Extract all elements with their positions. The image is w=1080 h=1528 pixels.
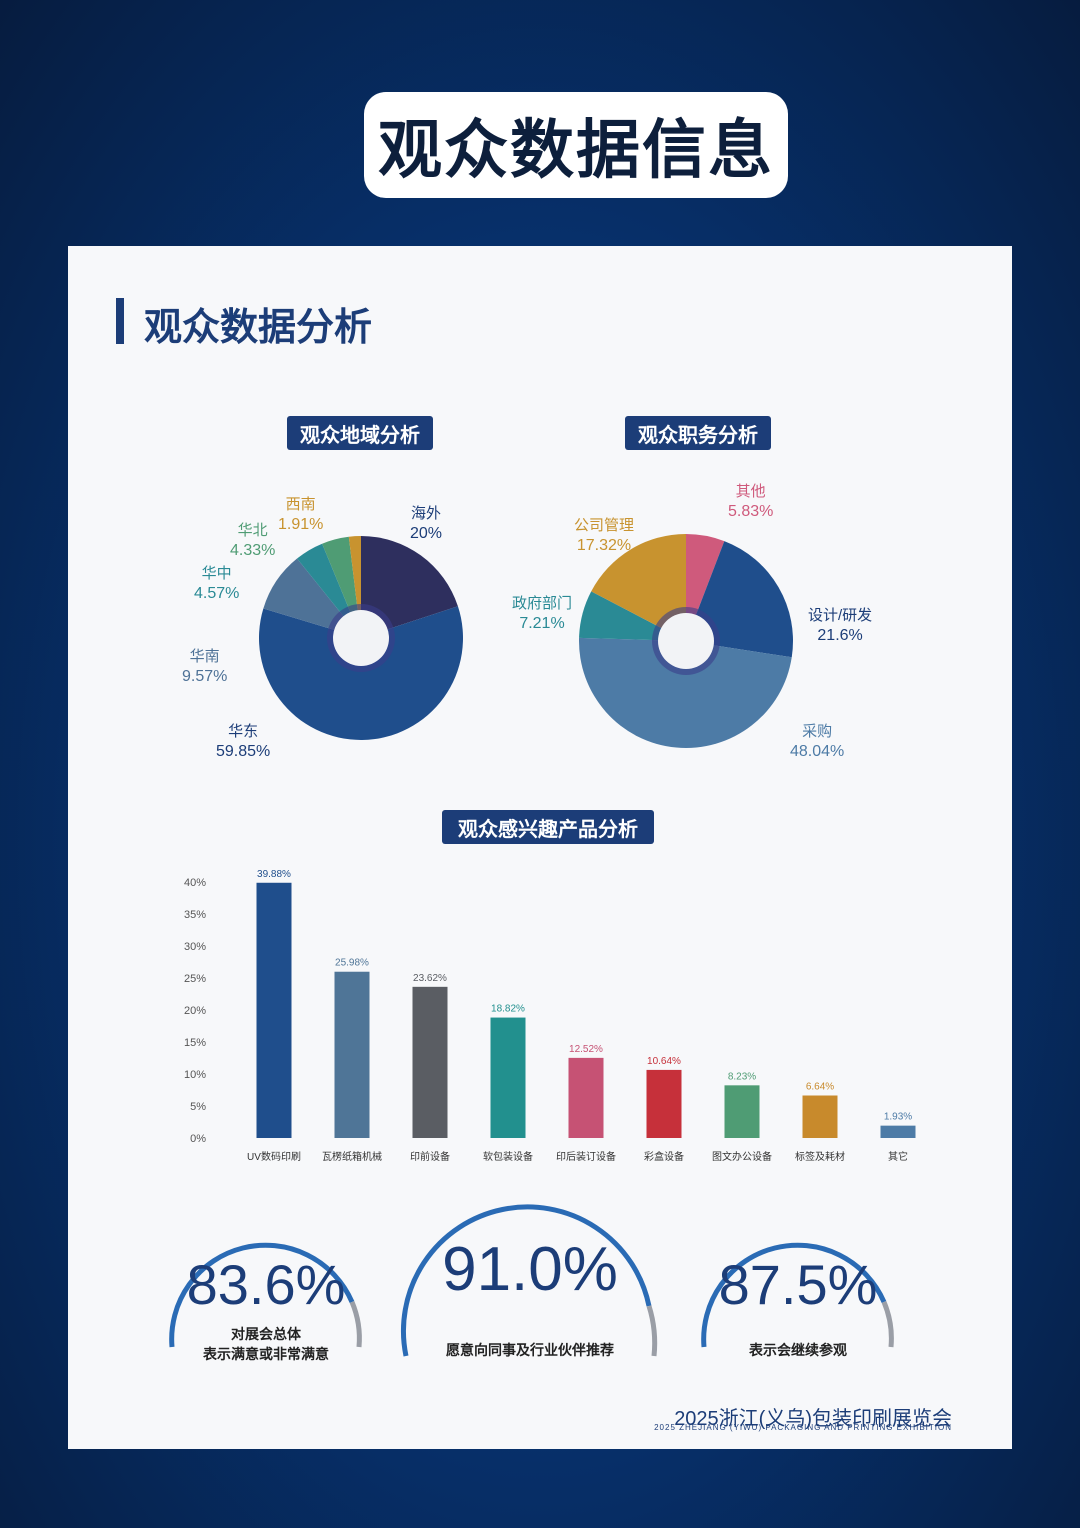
x-category-label: UV数码印刷 bbox=[247, 1150, 301, 1163]
bar-value-label: 23.62% bbox=[413, 973, 447, 984]
y-tick-label: 15% bbox=[184, 1037, 206, 1049]
x-category-label: 标签及耗材 bbox=[795, 1150, 845, 1163]
x-category-label: 其它 bbox=[888, 1150, 908, 1163]
y-tick-label: 20% bbox=[184, 1005, 206, 1017]
gauge-arc bbox=[701, 1242, 894, 1348]
bar bbox=[490, 1017, 526, 1138]
job-label-design: 设计/研发 21.6% bbox=[808, 607, 873, 644]
bar bbox=[880, 1125, 916, 1138]
bar-value-label: 39.88% bbox=[257, 869, 291, 880]
pie-slice-1 bbox=[259, 606, 463, 740]
y-tick-label: 0% bbox=[190, 1133, 206, 1145]
section-title: 观众数据分析 bbox=[144, 307, 373, 349]
job-chart-title: 观众职务分析 bbox=[625, 416, 771, 450]
gauge-arc bbox=[400, 1204, 658, 1357]
gauge-desc: 表示满意或非常满意 bbox=[203, 1346, 329, 1362]
gauge-desc: 对展会总体 bbox=[231, 1326, 301, 1342]
job-label-gov: 政府部门 7.21% bbox=[512, 595, 573, 632]
bar bbox=[802, 1095, 838, 1138]
region-pie-chart bbox=[259, 536, 463, 740]
y-tick-label: 5% bbox=[190, 1101, 206, 1113]
pie-hole bbox=[333, 610, 389, 666]
page-title: 观众数据信息 bbox=[378, 114, 774, 186]
section-marker bbox=[116, 298, 124, 344]
region-label-east: 华东 59.85% bbox=[216, 723, 271, 760]
pie-slice-4 bbox=[591, 534, 686, 641]
y-tick-label: 10% bbox=[184, 1069, 206, 1081]
x-category-label: 彩盒设备 bbox=[644, 1150, 684, 1163]
gauge-desc: 愿意向同事及行业伙伴推荐 bbox=[446, 1342, 614, 1358]
product-bar-chart: 0% 5% 10% 15% 20% 25% 30% 35% 40% 39.88% UV数码印刷 25.… bbox=[184, 869, 916, 1163]
job-label-other: 其他 5.83% bbox=[728, 483, 774, 520]
bar bbox=[568, 1057, 604, 1138]
bar bbox=[646, 1069, 682, 1138]
gauge-satisfaction: 83.6% 对展会总体 表示满意或非常满意 bbox=[156, 1212, 376, 1372]
x-category-label: 印后装订设备 bbox=[556, 1150, 616, 1163]
region-label-north: 华北 4.33% bbox=[230, 522, 276, 559]
bar-value-label: 10.64% bbox=[647, 1056, 681, 1067]
gauge-value: 83.6% bbox=[186, 1253, 346, 1316]
region-label-central: 华中 4.57% bbox=[194, 565, 240, 602]
y-tick-label: 25% bbox=[184, 973, 206, 985]
x-category-label: 图文办公设备 bbox=[712, 1150, 772, 1163]
bar-value-label: 8.23% bbox=[728, 1071, 756, 1082]
gauge-value: 87.5% bbox=[718, 1253, 878, 1316]
gauge-return: 87.5% 表示会继续参观 bbox=[688, 1212, 908, 1372]
y-tick-label: 40% bbox=[184, 877, 206, 889]
job-label-management: 公司管理 17.32% bbox=[574, 517, 635, 554]
bar bbox=[724, 1085, 760, 1138]
pie-slice-0 bbox=[361, 536, 458, 638]
footer-subtitle: 2025 ZHEJIANG (YIWU) PACKAGING AND PRINT… bbox=[654, 1423, 952, 1432]
bar bbox=[334, 971, 370, 1138]
gauge-value: 91.0% bbox=[442, 1235, 618, 1304]
bar bbox=[412, 986, 448, 1138]
region-label-southwest: 西南 1.91% bbox=[278, 496, 324, 533]
pie-hole bbox=[658, 613, 714, 669]
x-category-label: 软包装设备 bbox=[483, 1150, 533, 1163]
gauge-recommend: 91.0% 愿意向同事及行业伙伴推荐 bbox=[394, 1176, 666, 1366]
job-pie-chart bbox=[579, 534, 793, 748]
y-tick-label: 30% bbox=[184, 941, 206, 953]
bar-value-label: 18.82% bbox=[491, 1004, 525, 1015]
gauge-desc: 表示会继续参观 bbox=[749, 1342, 847, 1358]
y-tick-label: 35% bbox=[184, 909, 206, 921]
pie-slice-2 bbox=[579, 637, 792, 748]
region-chart-title: 观众地域分析 bbox=[287, 416, 433, 450]
gauge-arc bbox=[169, 1242, 362, 1348]
footer-title: 2025浙江(义乌)包装印刷展览会 bbox=[674, 1408, 952, 1430]
bar-value-label: 6.64% bbox=[806, 1082, 834, 1093]
bar-value-label: 25.98% bbox=[335, 958, 369, 969]
x-category-label: 印前设备 bbox=[410, 1150, 450, 1163]
product-chart-title: 观众感兴趣产品分析 bbox=[442, 810, 654, 844]
bar bbox=[256, 882, 292, 1138]
bar-value-label: 1.93% bbox=[884, 1112, 912, 1123]
job-label-purchase: 采购 48.04% bbox=[790, 723, 845, 760]
region-label-south: 华南 9.57% bbox=[182, 648, 228, 685]
x-category-label: 瓦楞纸箱机械 bbox=[322, 1150, 382, 1163]
page-header: 观众数据信息 bbox=[364, 92, 788, 198]
region-label-overseas: 海外 20% bbox=[410, 505, 443, 542]
report-panel: 观众数据分析 观众地域分析 海外 20% 华东 59.85% 华南 9.57% 华中 4… bbox=[68, 246, 1012, 1449]
bar-value-label: 12.52% bbox=[569, 1044, 603, 1055]
